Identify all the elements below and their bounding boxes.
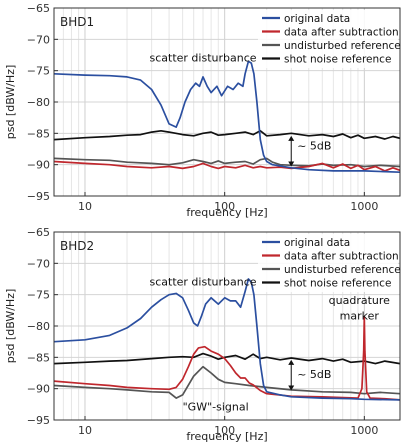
y-tick-label: −75 — [27, 289, 50, 302]
legend-label: undisturbed reference — [284, 264, 401, 276]
annotation: marker — [340, 310, 380, 323]
series-line-data-after-subtraction — [54, 160, 400, 172]
legend-label: original data — [284, 237, 350, 249]
x-tick-label: 1000 — [350, 424, 378, 437]
annotation: quadrature — [329, 294, 391, 307]
y-tick-label: −95 — [27, 190, 50, 203]
db-arrow-head-down — [288, 161, 295, 167]
y-tick-label: −90 — [27, 159, 50, 172]
x-tick-label: 100 — [214, 200, 235, 213]
legend-box — [258, 10, 398, 68]
series-line-undisturbed-reference — [54, 365, 400, 399]
y-tick-label: −65 — [27, 2, 50, 15]
series-line-shot-noise-reference — [54, 129, 400, 141]
legend-label: data after subtraction — [284, 27, 399, 39]
legend-label: original data — [284, 13, 350, 25]
series-group — [54, 60, 400, 174]
y-tick-label: −70 — [27, 33, 50, 46]
series-line-undisturbed-reference — [54, 157, 400, 168]
x-axis-label: frequency [Hz] — [186, 430, 267, 443]
legend: original data data after subtractionundis… — [258, 10, 401, 68]
x-tick-label: 1000 — [350, 200, 378, 213]
y-tick-label: −80 — [27, 96, 50, 109]
x-tick-label: 10 — [78, 424, 92, 437]
panel-title: BHD1 — [60, 15, 94, 29]
legend: original data data after subtractionundis… — [258, 234, 401, 292]
legend-label: shot noise reference — [284, 278, 391, 290]
y-tick-label: −65 — [27, 226, 50, 239]
series-line-data-after-subtraction — [54, 315, 400, 401]
y-tick-label: −85 — [27, 351, 50, 364]
legend-label: data after subtraction — [284, 251, 399, 263]
y-tick-label: −80 — [27, 320, 50, 333]
db-arrow-head-down — [288, 385, 295, 391]
annotation: scatter disturbance — [150, 275, 257, 288]
legend-label: undisturbed reference — [284, 40, 401, 52]
y-tick-label: −85 — [27, 127, 50, 140]
legend-label: shot noise reference — [284, 54, 391, 66]
panel-title: BHD2 — [60, 239, 94, 253]
x-tick-label: 100 — [214, 424, 235, 437]
annotation: ~ 5dB — [297, 140, 331, 153]
series-group — [54, 278, 400, 401]
x-axis-label: frequency [Hz] — [186, 206, 267, 219]
y-tick-label: −70 — [27, 257, 50, 270]
annotation: "GW"-signal — [183, 401, 249, 414]
y-tick-label: −75 — [27, 65, 50, 78]
legend-box — [258, 234, 398, 292]
panel-bhd2: −95 −90 −85 −80 −75 −70 −65 10 100 1000 frequency … — [4, 226, 401, 443]
annotation: ~ 5dB — [297, 368, 331, 381]
db-arrow-head-up — [288, 359, 295, 365]
x-tick-label: 10 — [78, 200, 92, 213]
series-line-shot-noise-reference — [54, 352, 400, 365]
y-tick-label: −90 — [27, 383, 50, 396]
series-line-original-data — [54, 278, 400, 401]
panel-bhd1: −95 −90 −85 −80 −75 −70 −65 10 100 1000 frequency … — [4, 2, 401, 219]
annotation: scatter disturbance — [150, 51, 257, 64]
y-axis-label: psd [dBW/Hz] — [4, 65, 17, 140]
y-tick-label: −95 — [27, 414, 50, 427]
series-line-original-data — [54, 60, 400, 174]
y-axis-label: psd [dBW/Hz] — [4, 289, 17, 364]
db-arrow-head-up — [288, 135, 295, 141]
